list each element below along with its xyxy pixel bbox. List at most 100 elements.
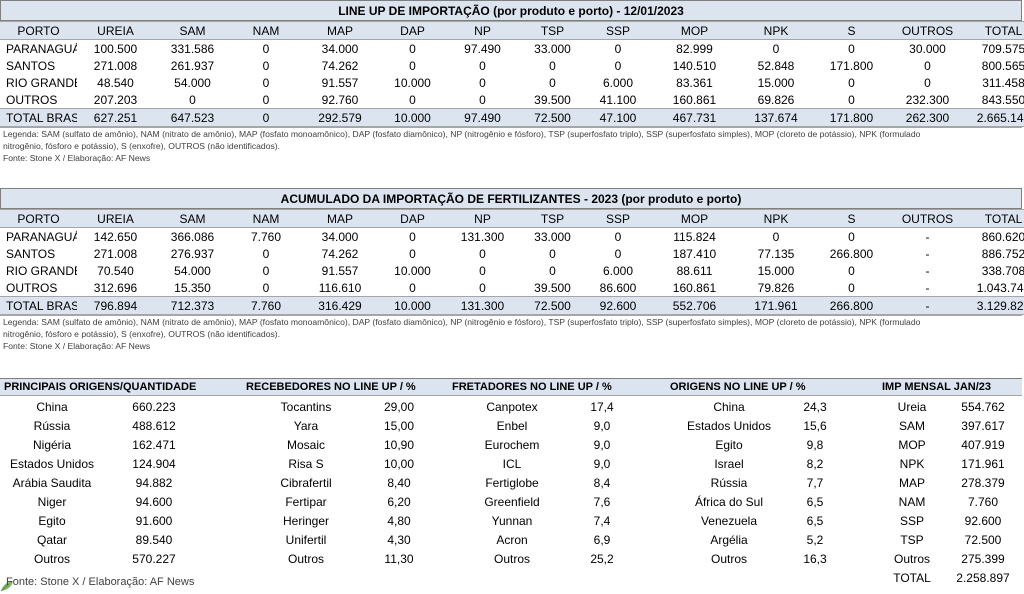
item-value: 6,20 [387,495,411,509]
accumulated-source: Fonte: Stone X / Elaboração: AF News [3,341,151,351]
item-label: ICL [502,457,522,471]
summary-header-band [0,379,1022,396]
item-value: 10,00 [383,457,415,471]
value-cell: - [925,246,930,261]
lineup-table: PORTO UREIA SAM NAM MAP DAP NP TSP SSP MOP NPK S OUT… [0,21,1024,127]
item-label: Egito [38,514,66,528]
item-label: Outros [893,552,930,566]
value-cell: 0 [262,41,270,56]
item-label: África do Sul [694,495,764,509]
value-cell: 712.373 [154,296,231,315]
value-cell: 0 [479,75,486,90]
total-row: TOTAL BRASIL796.894712.3737.760316.42910… [0,296,1024,315]
value-cell: 33.000 [534,229,571,244]
port-cell: PARANAGUÁ [6,229,77,244]
item-value: 570.227 [132,552,176,566]
value-cell: 33.000 [534,41,571,56]
item-value: 15,6 [803,419,827,433]
monthly-title: IMP MENSAL JAN/23 [882,381,992,393]
value-cell: OUTROS [890,21,965,40]
port-cell: SANTOS [6,246,56,261]
item-label: Israel [714,457,744,471]
value-cell: UREIA [77,21,154,40]
lineup-source: Fonte: Stone X / Elaboração: AF News [3,153,151,163]
value-cell: - [925,280,930,295]
value-cell: 10.000 [379,108,446,127]
value-cell: 116.610 [318,280,362,295]
value-cell: TOTAL [965,21,1024,40]
item-label: Argélia [710,533,748,547]
value-cell: 0 [262,263,270,278]
item-value: 7,6 [593,495,611,509]
value-cell: - [925,229,930,244]
item-value: 2.258.897 [956,571,1010,585]
item-label: Outros [710,552,747,566]
value-cell: 82.999 [676,41,713,56]
item-label: TOTAL [893,571,931,585]
value-cell: S [813,209,890,228]
item-label: Egito [715,438,743,452]
legend-line: Legenda: SAM (sulfato de amônio), NAM (n… [3,129,921,139]
receivers-title: RECEBEDORES NO LINE UP / % [246,381,416,393]
value-cell: 74.262 [321,246,359,261]
item-value: 16,3 [803,552,827,566]
value-cell: 3.129.822 [965,296,1024,315]
value-cell: 0 [549,58,556,73]
value-cell: 171.800 [813,108,890,127]
value-cell: - [890,296,965,315]
value-cell: 312.696 [93,280,138,295]
item-label: China [713,400,745,414]
value-cell: 338.708 [981,263,1024,278]
item-label: Niger [37,495,67,509]
item-value: 8,2 [806,457,824,471]
table-row: OUTROS 312.696 15.350 0 116.610 0 0 39.500 86.60… [0,279,1024,297]
value-cell: 6.000 [602,263,634,278]
value-cell: 860.620 [981,229,1024,244]
item-label: Qatar [36,533,67,547]
value-cell: 48.540 [97,75,134,90]
item-value: 6,5 [806,495,824,509]
value-cell: MAP [301,21,379,40]
lineup-section: LINE UP DE IMPORTAÇÃO (por produto e por… [0,0,1024,164]
table-row: PARANAGUÁ 142.650 366.086 7.760 34.000 0 131.3… [0,228,1024,246]
value-cell: 140.510 [672,58,717,73]
port-cell: PARANAGUÁ [6,41,77,56]
value-cell: 131.300 [446,296,519,315]
item-label: Rússia [33,419,71,433]
item-value: 397.617 [961,419,1005,433]
value-cell: 0 [848,280,855,295]
item-value: 9,0 [593,457,611,471]
item-label: Estados Unidos [686,419,772,433]
value-cell: 83.361 [676,75,713,90]
summary-section: PRINCIPAIS ORIGENS/QUANTIDADE China 660.2… [0,378,1022,593]
value-cell: 171.800 [829,58,874,73]
table-header-row: PORTO UREIA SAM NAM MAP DAP NP TSP SSP MOP NPK S OUT… [0,209,1024,228]
item-value: 9,0 [593,419,611,433]
value-cell: 0 [409,58,416,73]
value-cell: 34.000 [321,229,359,244]
value-cell: 79.826 [757,280,795,295]
value-cell: TSP [519,21,586,40]
value-cell: SSP [586,21,650,40]
charterers-title: FRETADORES NO LINE UP / % [452,381,612,393]
value-cell: 0 [262,92,270,107]
value-cell: 0 [848,41,855,56]
value-cell: MAP [301,209,379,228]
leaf-icon [0,581,13,592]
item-label: Yunnan [491,514,533,528]
summary-source: Fonte: Stone X / Elaboração: AF News [6,576,195,588]
item-label: Acron [496,533,528,547]
item-label: Heringer [282,514,330,528]
value-cell: 0 [848,92,855,107]
value-cell: 331.586 [170,41,215,56]
value-cell: 92.760 [321,92,359,107]
value-cell: 647.523 [154,108,231,127]
value-cell: 843.550 [981,92,1024,107]
accumulated-table: PORTO UREIA SAM NAM MAP DAP NP TSP SSP MOP NPK S OUT… [0,209,1024,315]
value-cell: 52.848 [757,58,795,73]
value-cell: NPK [739,21,813,40]
value-cell: 15.000 [757,263,795,278]
item-value: 278.379 [961,476,1005,490]
value-cell: 0 [409,229,416,244]
value-cell: 97.490 [446,108,519,127]
